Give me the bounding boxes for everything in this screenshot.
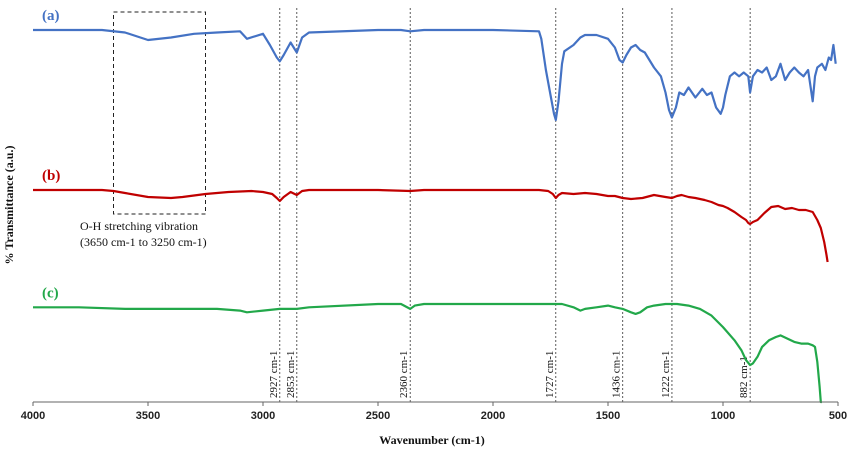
x-axis-title: Wavenumber (cm-1) [379,433,484,447]
series-line-0 [33,28,837,122]
x-tick-label: 1000 [711,410,735,422]
series-line-1 [33,188,829,263]
series-line-2 [33,302,822,404]
peak-label-2360: 2360 cm-1 [398,351,410,398]
peak-label-1727: 1727 cm-1 [544,351,556,398]
peak-label-882: 882 cm-1 [738,356,750,398]
series-label-2: (c) [42,285,59,301]
oh-annotation-line2: (3650 cm-1 to 3250 cm-1) [80,235,207,249]
plot-layer: O-H stretching vibration (3650 cm-1 to 32… [33,8,837,404]
y-axis-title: % Transmittance (a.u.) [2,146,16,265]
peak-label-2927: 2927 cm-1 [268,351,280,398]
peak-label-1436: 1436 cm-1 [611,351,623,398]
series-label-0: (a) [42,8,60,24]
x-tick-label: 2000 [481,410,505,422]
x-tick-label: 2500 [366,410,390,422]
oh-annotation-line1: O-H stretching vibration [80,219,198,233]
x-tick-label: 1500 [596,410,620,422]
peak-label-2853: 2853 cm-1 [285,351,297,398]
oh-annotation-box [113,11,206,215]
x-tick-label: 3500 [136,410,160,422]
x-tick-label: 3000 [251,410,275,422]
series-label-1: (b) [42,168,60,184]
axis-layer: 4000 3500 3000 2500 2000 1500 1000 500 [21,401,847,422]
x-tick-label: 500 [829,410,847,422]
x-tick-label: 4000 [21,410,45,422]
peak-label-1222: 1222 cm-1 [660,351,672,398]
